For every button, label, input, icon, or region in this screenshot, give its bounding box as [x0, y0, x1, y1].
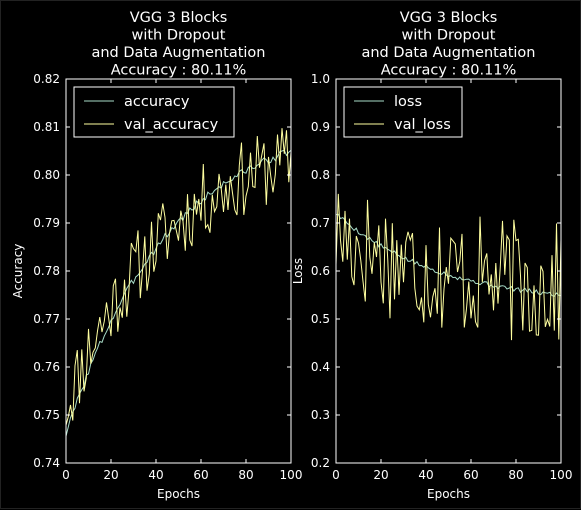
legend: loss val_loss [343, 86, 463, 138]
legend-box [343, 86, 463, 138]
chart-title-line: VGG 3 Blocks [400, 10, 498, 26]
x-tick-label: 100 [280, 468, 303, 482]
chart-title-line: Accuracy : 80.11% [111, 63, 247, 79]
chart-title-line: Accuracy : 80.11% [381, 63, 517, 79]
y-axis-label: Loss [291, 258, 305, 284]
chart-title-line: with Dropout [401, 28, 495, 44]
legend: accuracy val_accuracy [73, 86, 235, 138]
y-tick-label: 0.9 [311, 120, 330, 134]
y-tick-label: 0.75 [33, 408, 60, 422]
x-axis-label: Epochs [427, 487, 470, 501]
y-tick-label: 0.2 [311, 456, 330, 470]
series-line-val_loss [335, 193, 562, 341]
x-tick-label: 20 [373, 468, 388, 482]
series-line-accuracy [65, 149, 292, 437]
y-tick-label: 0.5 [311, 312, 330, 326]
legend-label-val_accuracy: val_accuracy [124, 117, 219, 133]
y-tick-label: 0.76 [33, 360, 60, 374]
x-tick-label: 40 [148, 468, 163, 482]
legend-label-accuracy: accuracy [124, 94, 190, 110]
legend-label-loss: loss [394, 94, 422, 110]
y-tick-label: 0.78 [33, 264, 60, 278]
y-tick-label: 0.80 [33, 168, 60, 182]
y-tick-label: 0.8 [311, 168, 330, 182]
x-axis-label: Epochs [157, 487, 200, 501]
y-tick-label: 0.82 [33, 72, 60, 86]
x-tick-label: 20 [103, 468, 118, 482]
y-tick-label: 0.4 [311, 360, 330, 374]
y-tick-label: 0.74 [33, 456, 60, 470]
x-tick-label: 0 [332, 468, 340, 482]
x-tick-label: 60 [193, 468, 208, 482]
y-tick-label: 0.3 [311, 408, 330, 422]
y-tick-label: 0.77 [33, 312, 60, 326]
chart-title-line: and Data Augmentation [91, 45, 265, 61]
y-tick-label: 1.0 [311, 72, 330, 86]
chart-title-line: with Dropout [131, 28, 225, 44]
x-tick-label: 100 [550, 468, 573, 482]
series-line-val_accuracy [65, 128, 292, 426]
y-tick-label: 0.81 [33, 120, 60, 134]
y-tick-label: 0.7 [311, 216, 330, 230]
y-tick-label: 0.6 [311, 264, 330, 278]
x-tick-label: 80 [238, 468, 253, 482]
x-tick-label: 0 [62, 468, 70, 482]
chart-title-line: VGG 3 Blocks [130, 10, 228, 26]
legend-label-val_loss: val_loss [394, 117, 451, 133]
y-tick-label: 0.79 [33, 216, 60, 230]
x-tick-label: 60 [463, 468, 478, 482]
y-axis-label: Accuracy [11, 244, 25, 299]
legend-box [73, 86, 235, 138]
x-tick-label: 40 [418, 468, 433, 482]
x-tick-label: 80 [508, 468, 523, 482]
chart-title-line: and Data Augmentation [361, 45, 535, 61]
